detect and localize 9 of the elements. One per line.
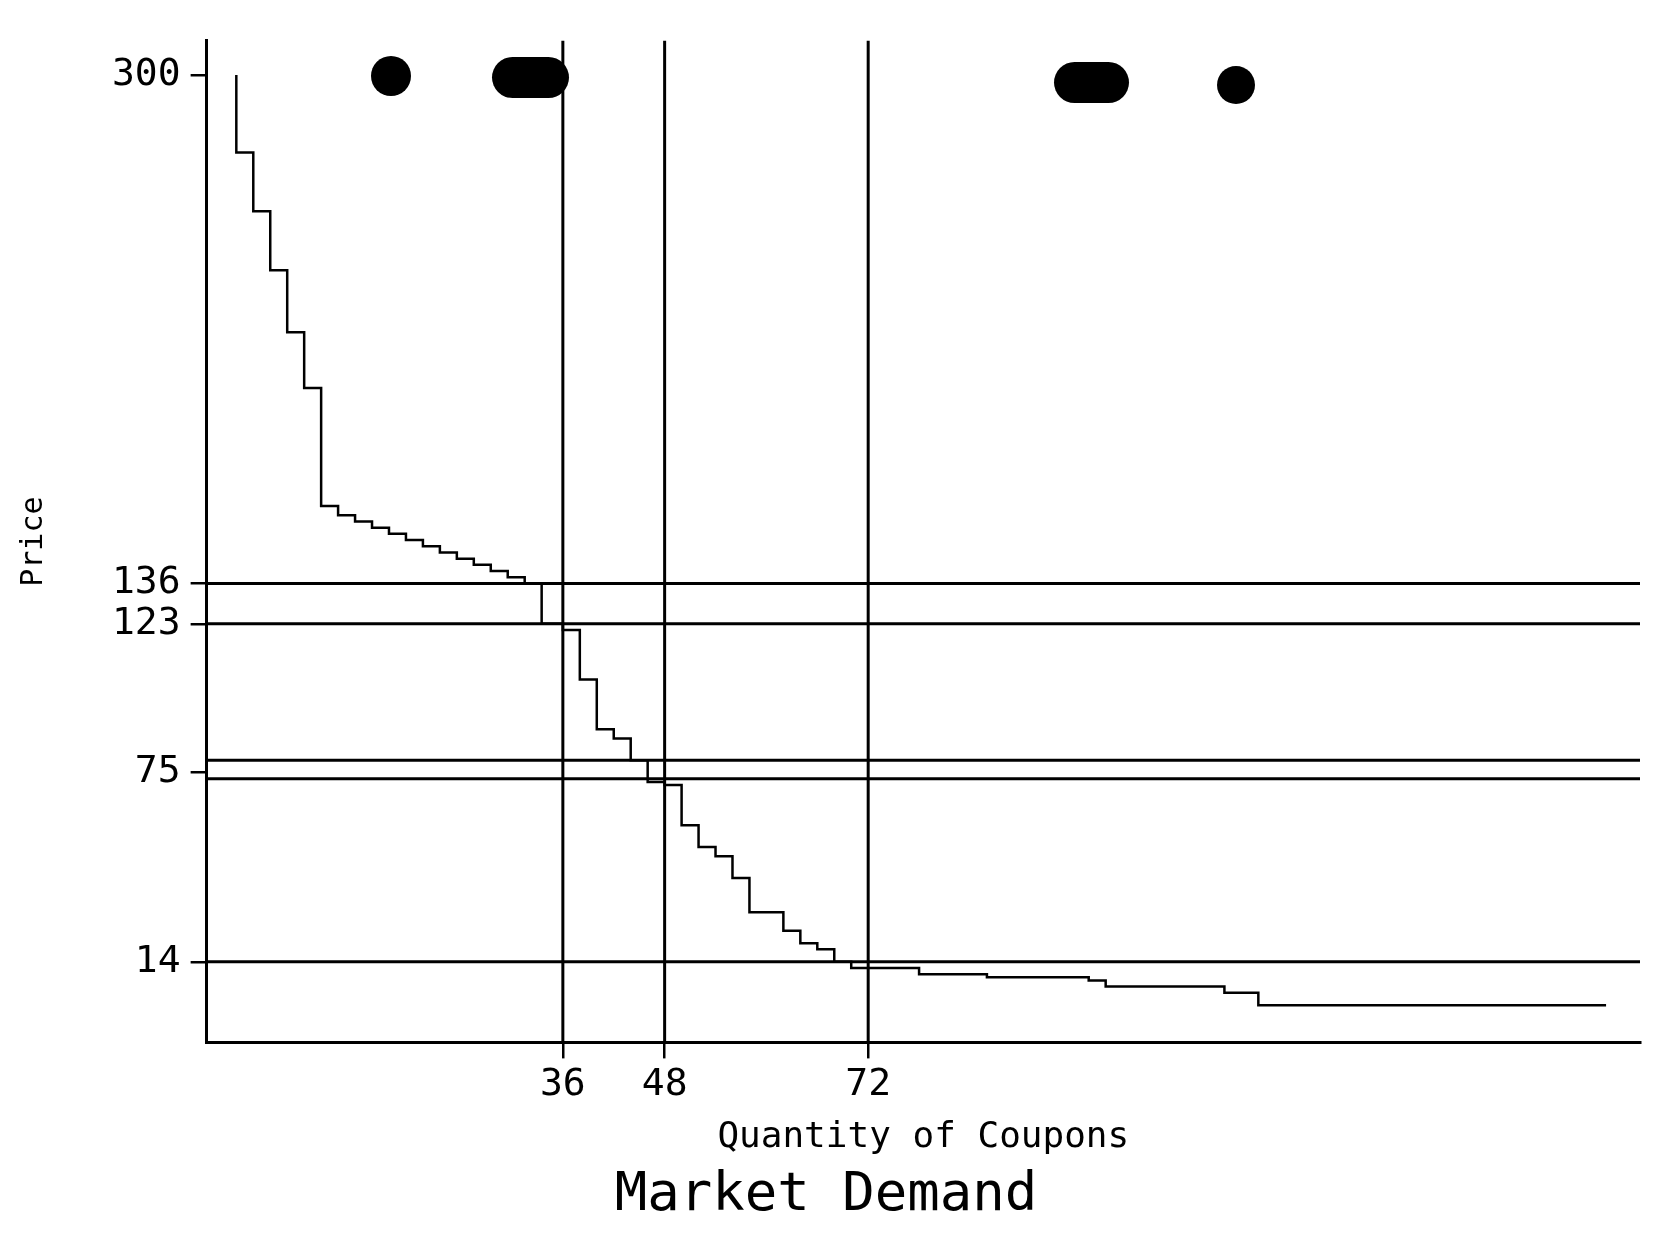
y-tick-label: 75 <box>134 747 181 792</box>
x-tick-label: 72 <box>845 1060 892 1105</box>
y-axis-title: Price <box>13 496 49 587</box>
text: Market Demand <box>614 1159 1038 1223</box>
y-tick-label: 300 <box>111 49 181 94</box>
x-axis-title: Quantity of Coupons <box>717 1113 1130 1155</box>
x-tick-label: 36 <box>539 1060 586 1105</box>
y-tick-label: 14 <box>134 936 181 981</box>
x-tick-label: 48 <box>641 1060 688 1105</box>
